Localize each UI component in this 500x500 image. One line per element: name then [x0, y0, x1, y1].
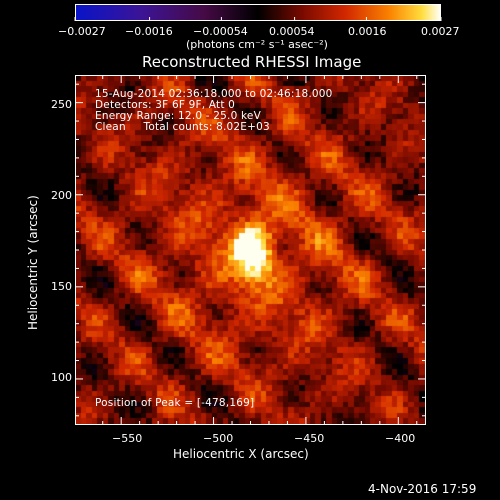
- colorbar-tick-label: −0.0016: [125, 25, 173, 38]
- colorbar: [75, 4, 441, 21]
- colorbar-tick-label: 0.0027: [421, 25, 460, 38]
- annotation-line: Detectors: 3F 6F 9F, Att 0: [95, 99, 236, 111]
- colorbar-unit-label: (photons cm⁻² s⁻¹ asec⁻²): [186, 38, 328, 51]
- annotation-line: 15-Aug-2014 02:36:18.000 to 02:46:18.000: [95, 88, 333, 100]
- y-tick-label: 200: [51, 189, 72, 202]
- annotation-line: Clean Total counts: 8.02E+03: [95, 121, 270, 133]
- timestamp: 4-Nov-2016 17:59: [368, 482, 477, 496]
- x-tick-label: −500: [203, 432, 234, 445]
- colorbar-tick-label: −0.00054: [193, 25, 248, 38]
- colorbar-tick-label: 0.00054: [269, 25, 315, 38]
- y-tick-label: 150: [51, 280, 72, 293]
- annotation-line: Energy Range: 12.0 - 25.0 keV: [95, 110, 261, 122]
- colorbar-tick-label: −0.0027: [58, 25, 106, 38]
- x-axis-label: Heliocentric X (arcsec): [173, 447, 309, 461]
- heatmap-image: [76, 76, 425, 424]
- x-tick-label: −550: [112, 432, 143, 445]
- chart-title: Reconstructed RHESSI Image: [142, 53, 362, 71]
- colorbar-tick-label: 0.0016: [348, 25, 387, 38]
- y-tick-label: 250: [51, 98, 72, 111]
- x-tick-label: −450: [294, 432, 325, 445]
- y-tick-label: 100: [51, 371, 72, 384]
- y-axis-label: Heliocentric Y (arcsec): [26, 195, 40, 330]
- peak-position-label: Position of Peak = [-478,169]: [95, 397, 255, 409]
- x-tick-label: −400: [385, 432, 416, 445]
